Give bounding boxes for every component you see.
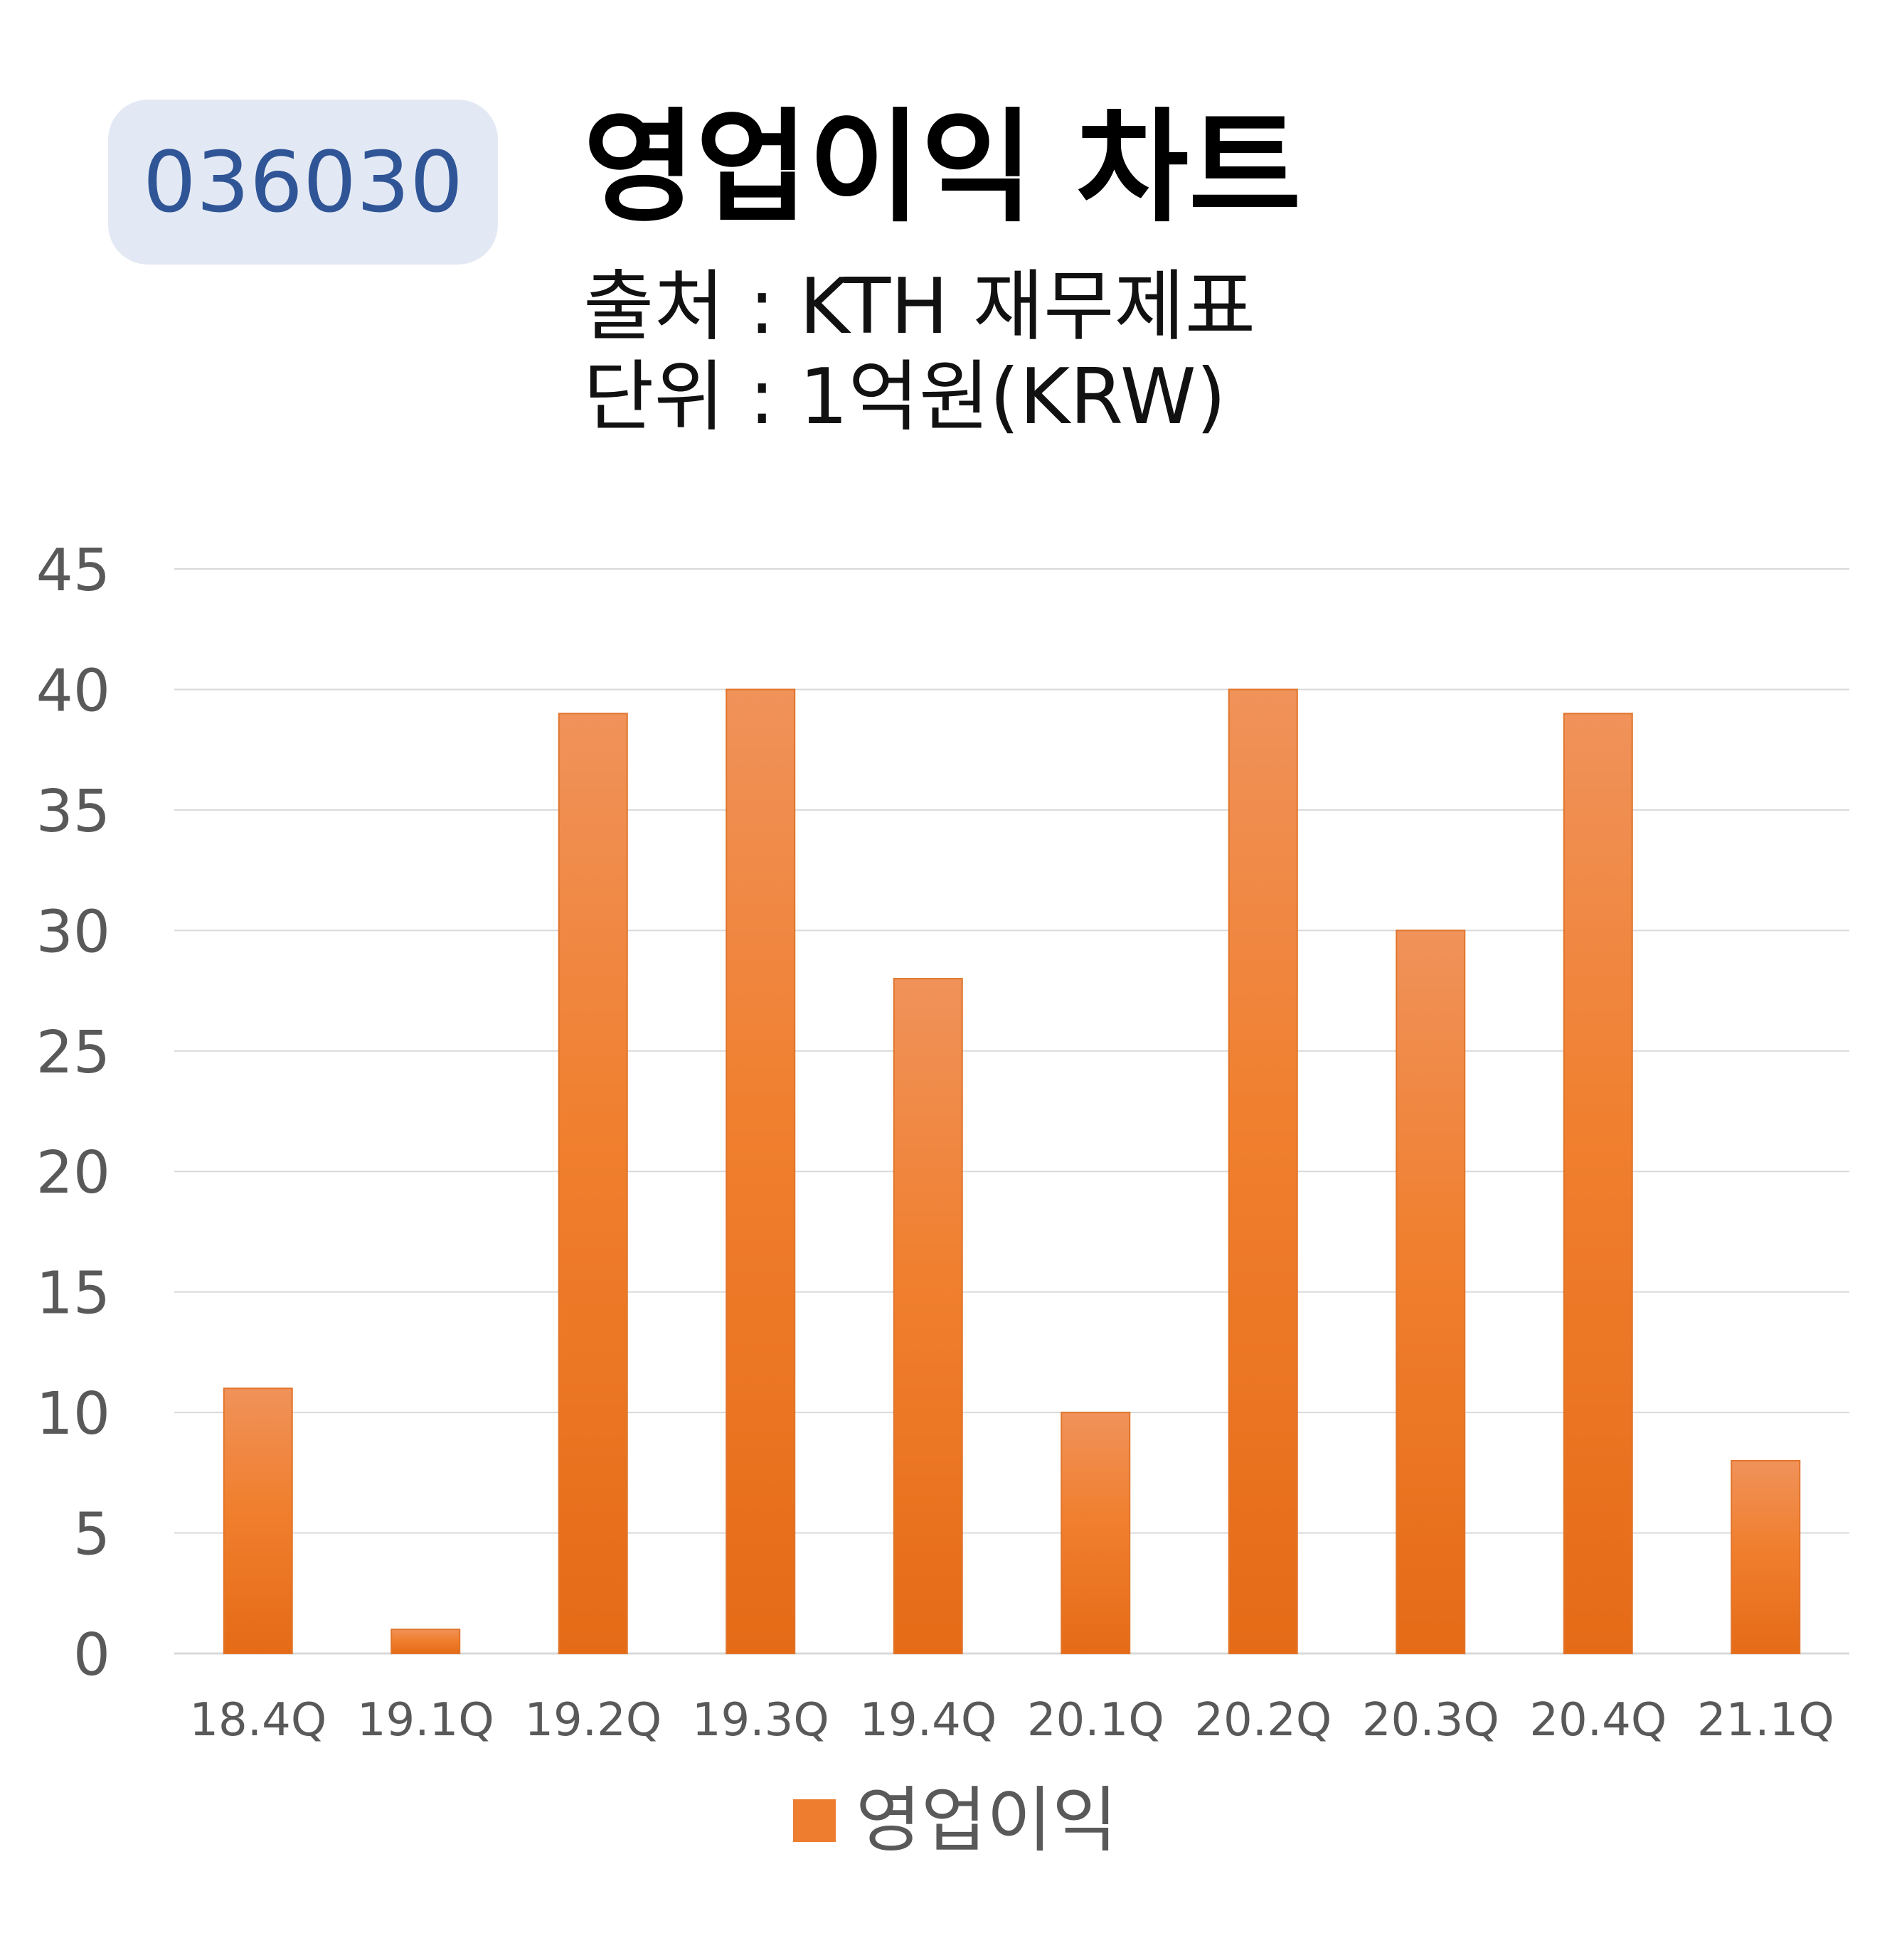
y-tick-label: 5 (73, 1501, 110, 1569)
x-tick-label: 19.2Q (524, 1694, 661, 1747)
bar (223, 1388, 293, 1654)
bar (390, 1629, 461, 1654)
x-tick-label: 20.4Q (1529, 1694, 1667, 1747)
y-tick-label: 30 (36, 898, 110, 966)
bar (1731, 1459, 1801, 1655)
bar (558, 713, 628, 1654)
x-tick-label: 20.1Q (1027, 1694, 1164, 1747)
x-tick-label: 19.3Q (692, 1694, 829, 1747)
bar (726, 688, 796, 1654)
bar (1228, 688, 1298, 1654)
bar (893, 978, 963, 1654)
y-tick-label: 15 (36, 1260, 110, 1328)
stock-code: 036030 (142, 133, 464, 231)
source-note: 출처 : KTH 재무제표 (583, 262, 1256, 351)
bar (1563, 713, 1633, 1654)
x-tick-label: 19.1Q (357, 1694, 494, 1747)
y-tick-label: 0 (73, 1621, 110, 1689)
x-tick-label: 18.4Q (189, 1694, 326, 1747)
legend-label: 영업이익 (856, 1779, 1117, 1862)
legend: 영업이익 (793, 1785, 1117, 1856)
bar (1396, 930, 1466, 1655)
y-tick-label: 25 (36, 1019, 110, 1087)
x-tick-label: 19.4Q (859, 1694, 997, 1747)
x-tick-label: 21.1Q (1697, 1694, 1834, 1747)
stock-code-badge: 036030 (108, 100, 498, 265)
y-tick-label: 10 (36, 1380, 110, 1448)
y-tick-label: 45 (36, 537, 110, 604)
bar (1061, 1412, 1131, 1654)
bars (223, 688, 1801, 1655)
y-axis-ticks: 0 5 10 15 20 25 30 35 40 45 (36, 537, 110, 1689)
x-axis-ticks: 18.4Q 19.1Q 19.2Q 19.3Q 19.4Q 20.1Q 20.2Q 20.3Q… (189, 1694, 1834, 1747)
x-tick-label: 20.3Q (1362, 1694, 1499, 1747)
legend-swatch (793, 1799, 836, 1842)
unit-note: 단위 : 1억원(KRW) (583, 353, 1226, 442)
x-tick-label: 20.2Q (1194, 1694, 1332, 1747)
y-tick-label: 20 (36, 1139, 110, 1207)
y-tick-label: 35 (36, 778, 110, 846)
y-tick-label: 40 (36, 657, 110, 725)
chart-title: 영업이익 차트 (583, 96, 1302, 239)
